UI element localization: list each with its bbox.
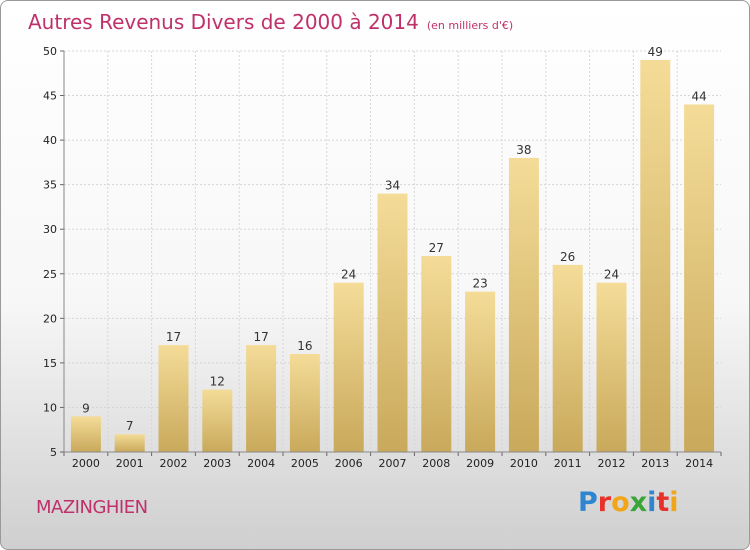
logo-letter: r: [597, 487, 612, 518]
value-label-2013: 49: [648, 45, 663, 59]
x-tick-label-2005: 2005: [291, 457, 319, 470]
x-tick-label-2010: 2010: [510, 457, 538, 470]
x-tick-label-2013: 2013: [641, 457, 669, 470]
x-tick-label-2000: 2000: [72, 457, 100, 470]
y-tick-label-45: 45: [43, 90, 57, 103]
x-tick-label-2006: 2006: [335, 457, 363, 470]
labels-layer: 9 2000 7 2001 17 2002 12 2003 17 2004 16 2005 24 2006…: [72, 45, 713, 470]
x-tick-label-2008: 2008: [422, 457, 450, 470]
value-label-2004: 17: [253, 330, 268, 344]
value-label-2011: 26: [560, 250, 575, 264]
bar-2003: [202, 389, 233, 452]
value-label-2010: 38: [516, 143, 531, 157]
bar-2012: [596, 282, 627, 452]
y-tick-label-10: 10: [43, 401, 57, 414]
bar-2011: [552, 264, 583, 452]
value-label-2007: 34: [385, 179, 400, 193]
bar-2001: [114, 434, 145, 452]
chart-title-row: Autres Revenus Divers de 2000 à 2014 (en …: [28, 10, 513, 34]
bar-2005: [289, 353, 320, 452]
value-label-2001: 7: [126, 419, 134, 433]
bar-2010: [508, 157, 539, 452]
y-tick-label-50: 50: [43, 45, 57, 58]
x-tick-label-2007: 2007: [379, 457, 407, 470]
y-tick-label-15: 15: [43, 357, 57, 370]
axes-layer: 5 10 15 20 25 30 35 40 45 50: [43, 45, 722, 459]
logo-letter: i: [647, 487, 657, 518]
bar-2008: [421, 255, 452, 452]
value-label-2003: 12: [210, 375, 225, 389]
bar-2002: [158, 345, 189, 452]
value-label-2012: 24: [604, 268, 619, 282]
value-label-2005: 16: [297, 339, 312, 353]
chart-title: Autres Revenus Divers de 2000 à 2014: [28, 10, 419, 34]
value-label-2014: 44: [691, 89, 706, 103]
chart-unit: (en milliers d'€): [426, 19, 514, 32]
y-tick-label-20: 20: [43, 312, 57, 325]
x-tick-label-2003: 2003: [203, 457, 231, 470]
x-tick-label-2009: 2009: [466, 457, 494, 470]
x-tick-label-2011: 2011: [554, 457, 582, 470]
y-tick-label-5: 5: [50, 446, 57, 459]
x-tick-label-2001: 2001: [116, 457, 144, 470]
logo-letter: i: [669, 487, 679, 518]
y-tick-label-40: 40: [43, 134, 57, 147]
value-label-2008: 27: [429, 241, 444, 255]
value-label-2002: 17: [166, 330, 181, 344]
x-tick-label-2014: 2014: [685, 457, 713, 470]
x-tick-label-2004: 2004: [247, 457, 275, 470]
bar-2009: [465, 291, 496, 452]
logo-letter: x: [629, 487, 648, 518]
y-tick-label-35: 35: [43, 179, 57, 192]
bar-2000: [70, 416, 101, 452]
value-label-2006: 24: [341, 268, 356, 282]
x-tick-label-2002: 2002: [160, 457, 188, 470]
value-label-2009: 23: [472, 277, 487, 291]
value-label-2000: 9: [82, 401, 90, 415]
logo-letter: t: [656, 487, 670, 518]
x-tick-label-2012: 2012: [598, 457, 626, 470]
bar-2014: [684, 104, 715, 452]
bars-layer: [70, 59, 715, 453]
logo-letter: o: [611, 487, 630, 518]
logo-letter: P: [578, 487, 598, 518]
bar-2004: [246, 345, 277, 452]
bar-2007: [377, 193, 408, 453]
bar-2006: [333, 282, 364, 452]
y-tick-label-30: 30: [43, 223, 57, 236]
location-label: MAZINGHIEN: [36, 497, 148, 518]
y-tick-label-25: 25: [43, 268, 57, 281]
proxiti-logo: Proxiti: [578, 487, 679, 518]
bar-2013: [640, 59, 671, 453]
